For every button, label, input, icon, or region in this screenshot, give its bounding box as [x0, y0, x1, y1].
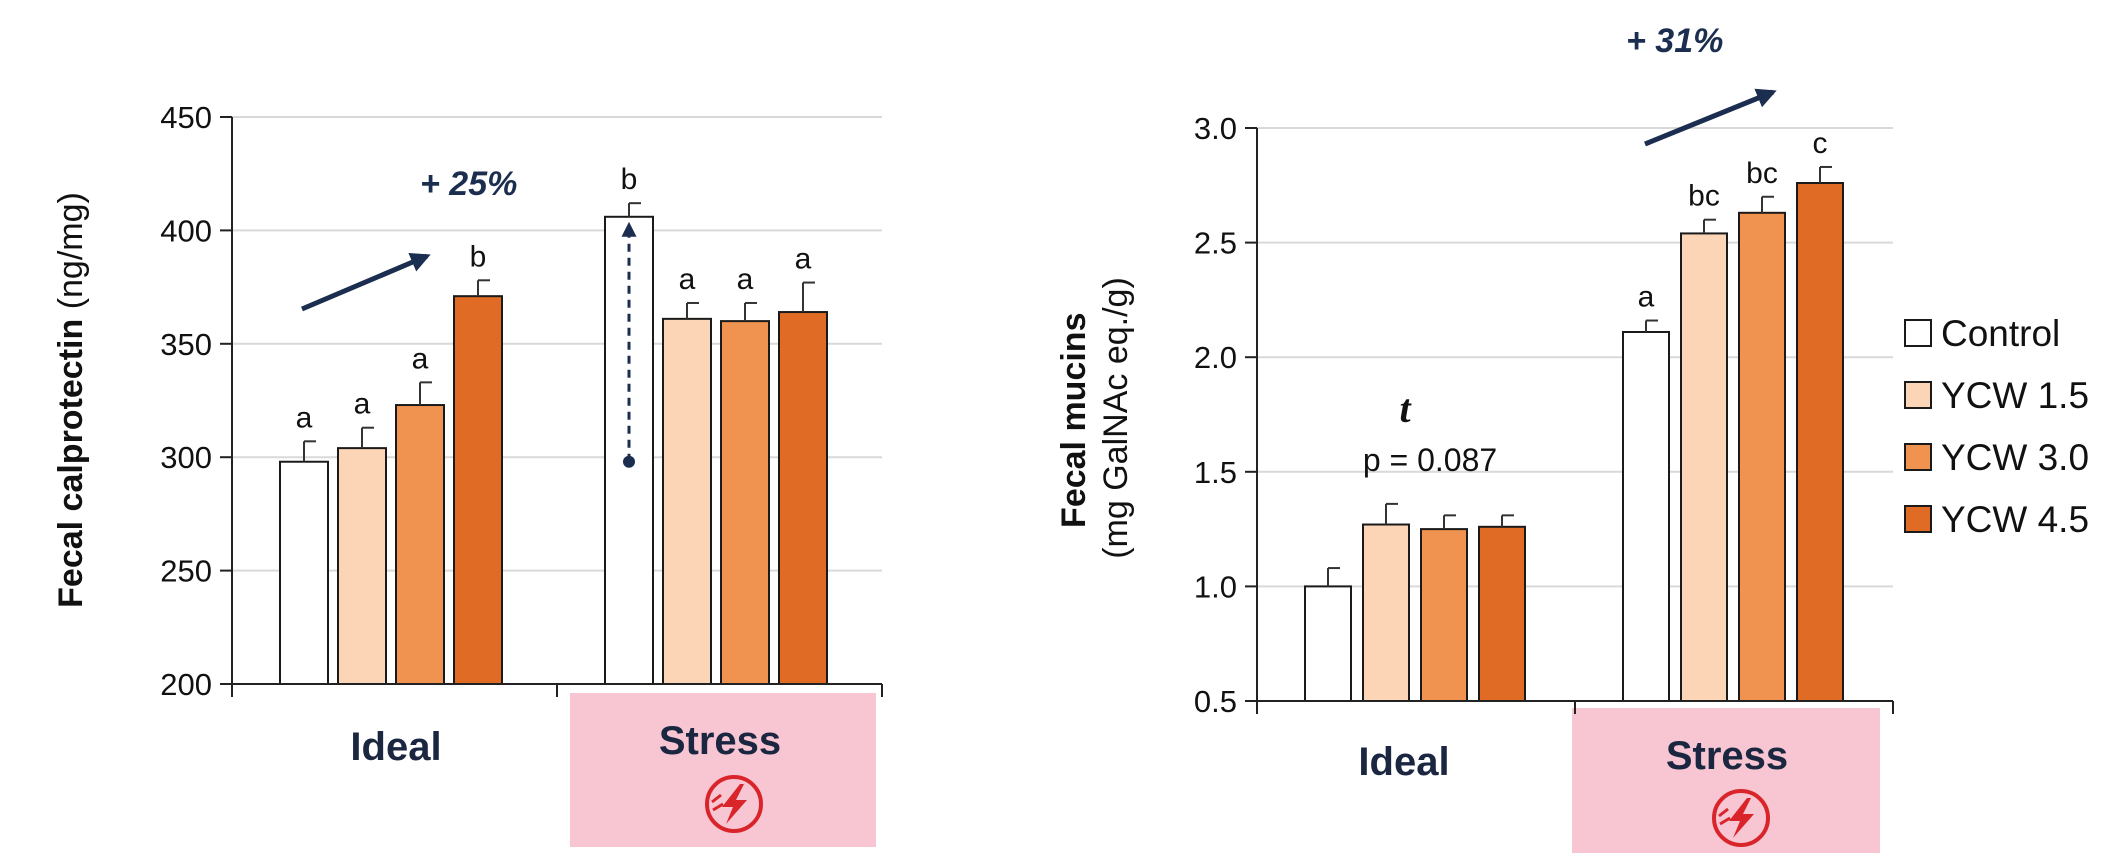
- y-axis-title-bold: Fecal mucins: [1055, 313, 1093, 528]
- lightning-bolt-icon: [705, 775, 763, 833]
- bar-control-stress: [604, 215, 654, 686]
- bar-ycw-1-5-stress: [662, 317, 712, 685]
- bar-ycw-4-5-stress: [1796, 182, 1844, 702]
- stress-background: [570, 693, 876, 847]
- y-axis-title: Fecal mucins (mg GalNAc eq./g): [1055, 277, 1135, 559]
- category-label-stress: Stress: [659, 719, 781, 763]
- legend: Control YCW 1.5 YCW 3.0 YCW 4.5: [1904, 313, 2089, 540]
- significance-letter: a: [679, 263, 696, 296]
- y-axis-title-unit: (mg GalNAc eq./g): [1097, 277, 1135, 559]
- y-tick-label: 1.0: [1194, 569, 1237, 604]
- bar-ycw-3-0-ideal: [395, 404, 445, 685]
- bar-ycw-1-5-ideal: [1362, 523, 1410, 702]
- legend-label: YCW 1.5: [1941, 375, 2089, 416]
- significance-letter: b: [621, 163, 638, 196]
- y-tick-label: 300: [160, 440, 212, 475]
- legend-swatch: [1904, 381, 1932, 409]
- legend-label: YCW 4.5: [1941, 499, 2089, 540]
- legend-label: YCW 3.0: [1941, 437, 2089, 478]
- calprotectin-chart: 200 250 300 350 400 450 a b a a a a b a Ideal Stress…: [52, 100, 883, 847]
- y-axis-title-unit: (ng/mg): [52, 192, 90, 319]
- y-axis-title-bold: Fecal calprotectin: [52, 319, 90, 608]
- legend-swatch: [1904, 443, 1932, 471]
- significance-letter: bc: [1746, 157, 1778, 190]
- y-tick-label: 2.5: [1194, 226, 1237, 261]
- y-tick-label: 450: [160, 100, 212, 135]
- bar-ycw-4-5-ideal: [1478, 525, 1526, 702]
- significance-letter: a: [412, 342, 429, 375]
- category-label-ideal: Ideal: [350, 725, 441, 769]
- trend-label: t: [1399, 386, 1412, 431]
- significance-letter: bc: [1688, 180, 1720, 213]
- legend-swatch: [1904, 319, 1932, 347]
- bar-ycw-3-0-stress: [1738, 211, 1786, 703]
- bar-ycw-1-5-stress: [1680, 232, 1728, 702]
- y-tick-label: 3.0: [1194, 111, 1237, 146]
- y-axis-title: Fecal calprotectin (ng/mg): [52, 192, 90, 608]
- p-value-label: p = 0.087: [1363, 442, 1497, 478]
- category-label-stress: Stress: [1666, 734, 1788, 778]
- y-tick-label: 2.0: [1194, 340, 1237, 375]
- bar-ycw-3-0-stress: [720, 320, 770, 685]
- significance-letter: a: [795, 243, 812, 276]
- y-tick-label: 400: [160, 213, 212, 248]
- significance-letter: a: [1638, 281, 1655, 314]
- trend-arrow: [1644, 88, 1777, 147]
- y-tick-label: 350: [160, 327, 212, 362]
- y-tick-label: 1.5: [1194, 455, 1237, 490]
- lightning-bolt-icon: [1712, 789, 1770, 847]
- significance-letter: a: [354, 388, 371, 421]
- bar-control-ideal: [279, 460, 329, 685]
- bar-control-stress: [1622, 330, 1670, 702]
- significance-letter: a: [737, 263, 754, 296]
- bar-ycw-3-0-ideal: [1420, 528, 1468, 702]
- increase-annotation: + 25%: [420, 165, 517, 203]
- stress-background: [1572, 708, 1880, 853]
- significance-letter: c: [1813, 127, 1828, 160]
- bar-ycw-4-5-stress: [778, 311, 828, 685]
- increase-annotation: + 31%: [1626, 22, 1723, 60]
- y-tick-label: 200: [160, 667, 212, 702]
- category-label-ideal: Ideal: [1358, 740, 1449, 784]
- significance-letter: a: [296, 401, 313, 434]
- legend-label: Control: [1941, 313, 2060, 354]
- y-tick-label: 250: [160, 554, 212, 589]
- y-tick-label: 0.5: [1194, 684, 1237, 719]
- bar-control-ideal: [1304, 585, 1352, 703]
- significance-letter: b: [470, 240, 487, 273]
- legend-swatch: [1904, 505, 1932, 533]
- trend-arrow: [301, 253, 431, 312]
- bar-ycw-1-5-ideal: [337, 447, 387, 685]
- bar-ycw-4-5-ideal: [453, 295, 503, 685]
